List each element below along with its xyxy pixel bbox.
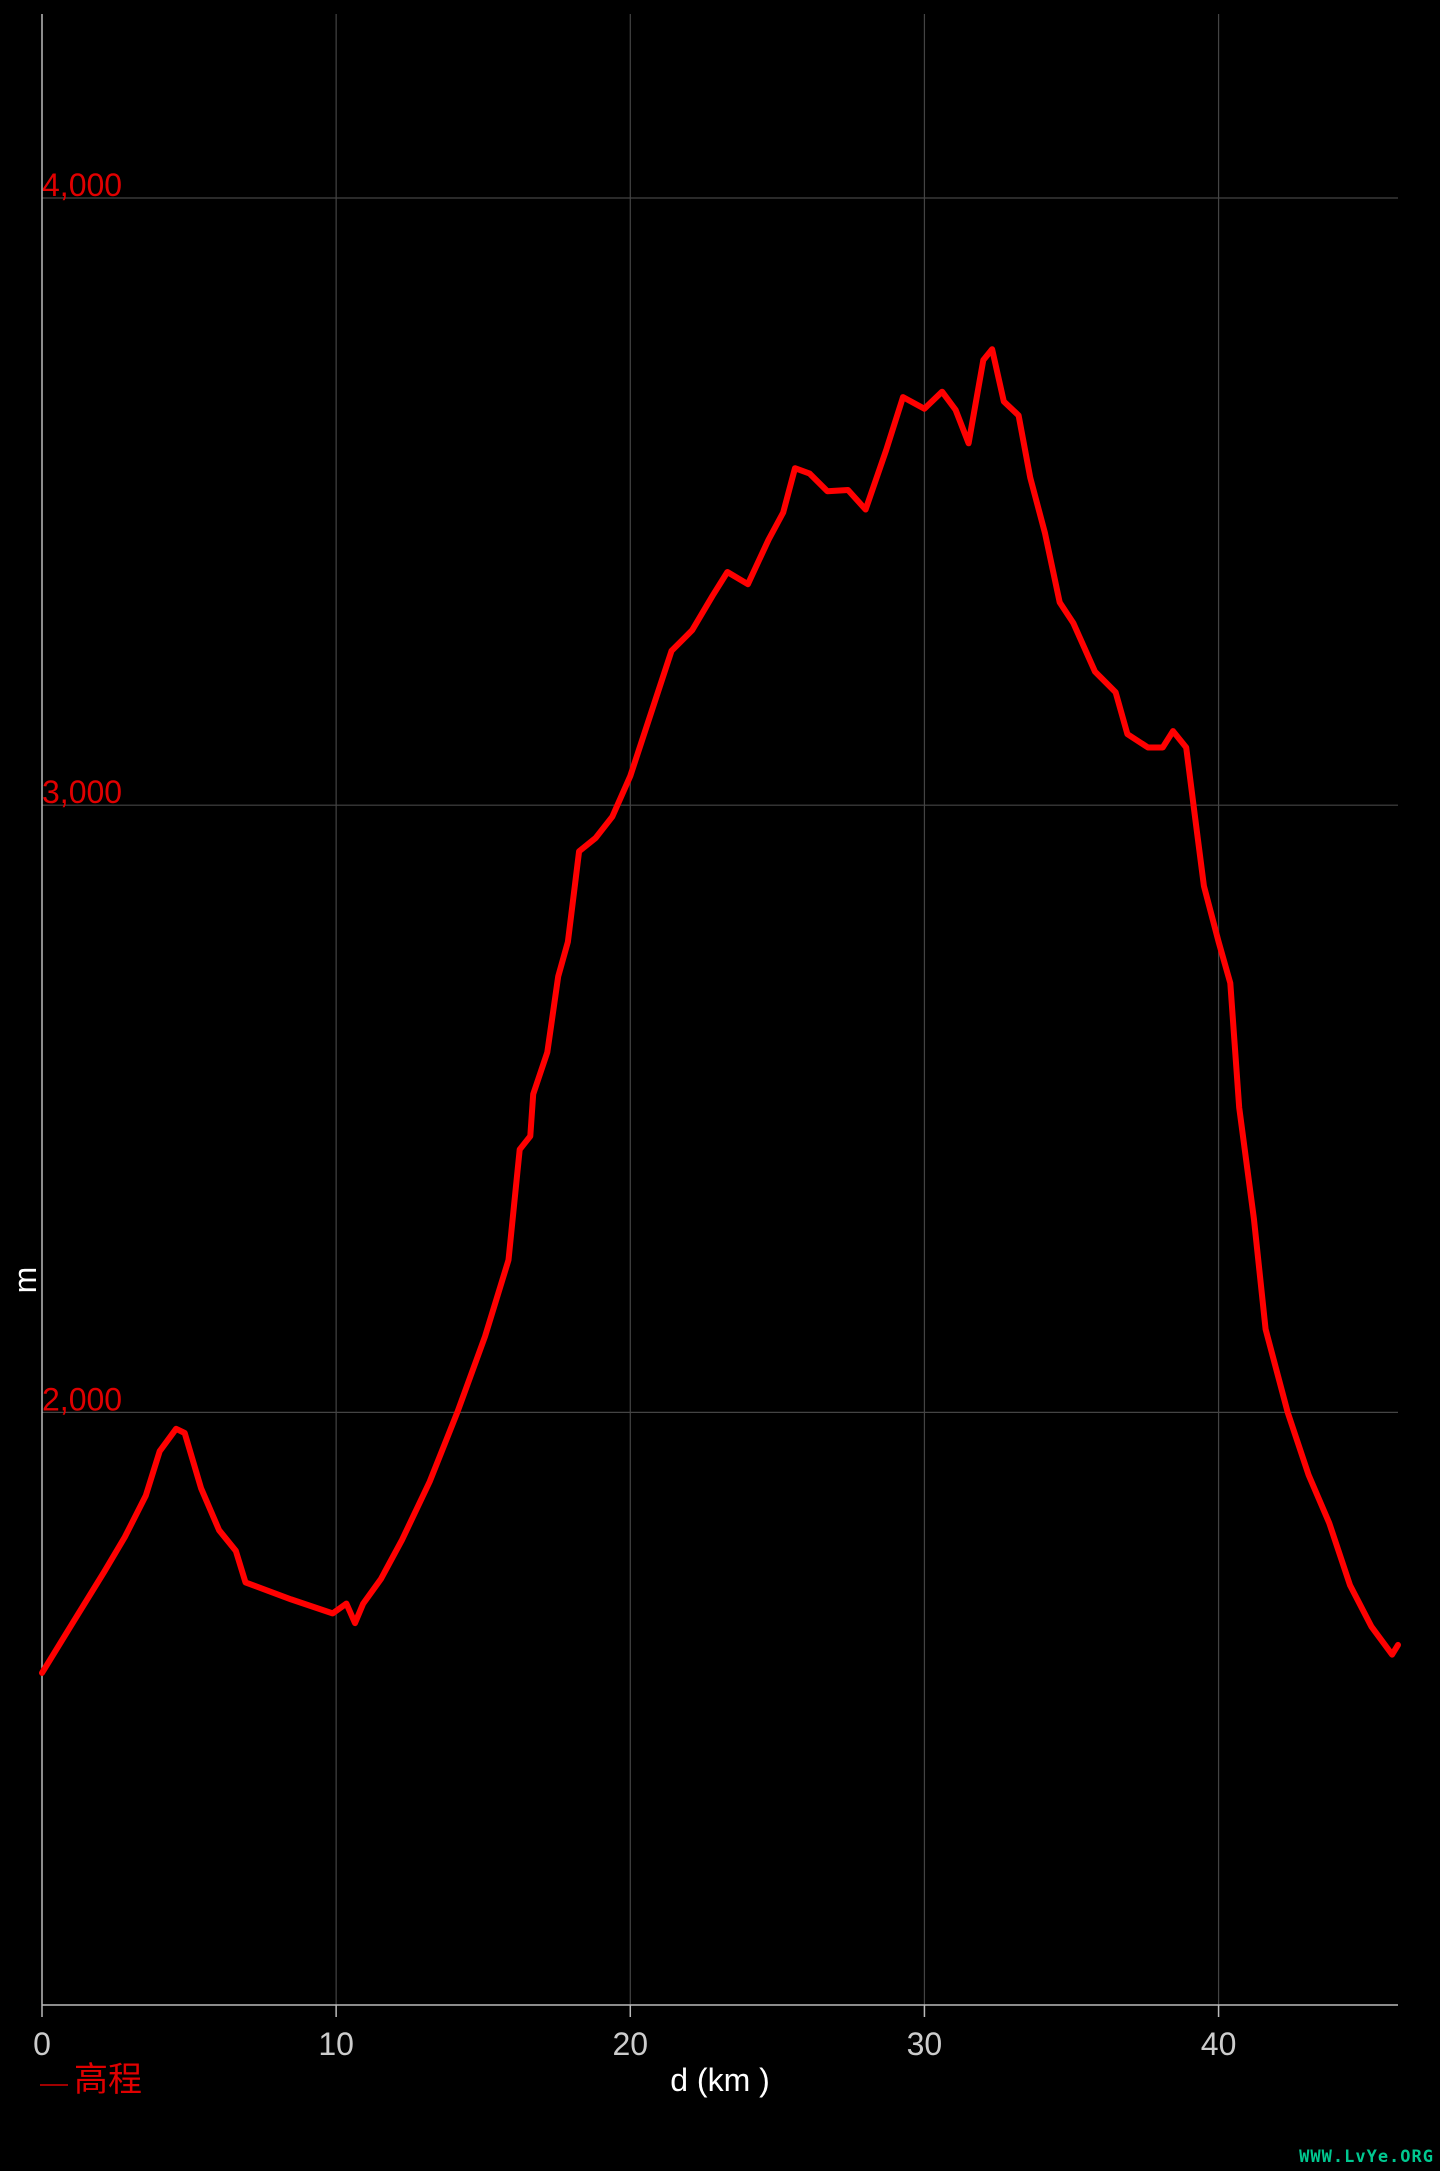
- legend: 高程: [40, 2052, 142, 2101]
- x-tick-label: 40: [1201, 2026, 1237, 2062]
- elevation-line: [39, 346, 1401, 1676]
- legend-label: 高程: [74, 2061, 142, 2099]
- y-tick-label: 3,000: [42, 774, 122, 810]
- watermark: WWW.LvYe.ORG: [1299, 2147, 1434, 2167]
- y-tick-label: 4,000: [42, 167, 122, 203]
- legend-swatch: [40, 2083, 68, 2086]
- x-tick-label: 20: [612, 2026, 648, 2062]
- x-tick-label: 10: [318, 2026, 354, 2062]
- x-tick-label: 30: [907, 2026, 943, 2062]
- x-axis-label: d (km ): [670, 2062, 770, 2098]
- y-tick-label: 2,000: [42, 1381, 122, 1417]
- y-axis-label: m: [7, 1267, 43, 1294]
- x-tick-label: 0: [33, 2026, 51, 2062]
